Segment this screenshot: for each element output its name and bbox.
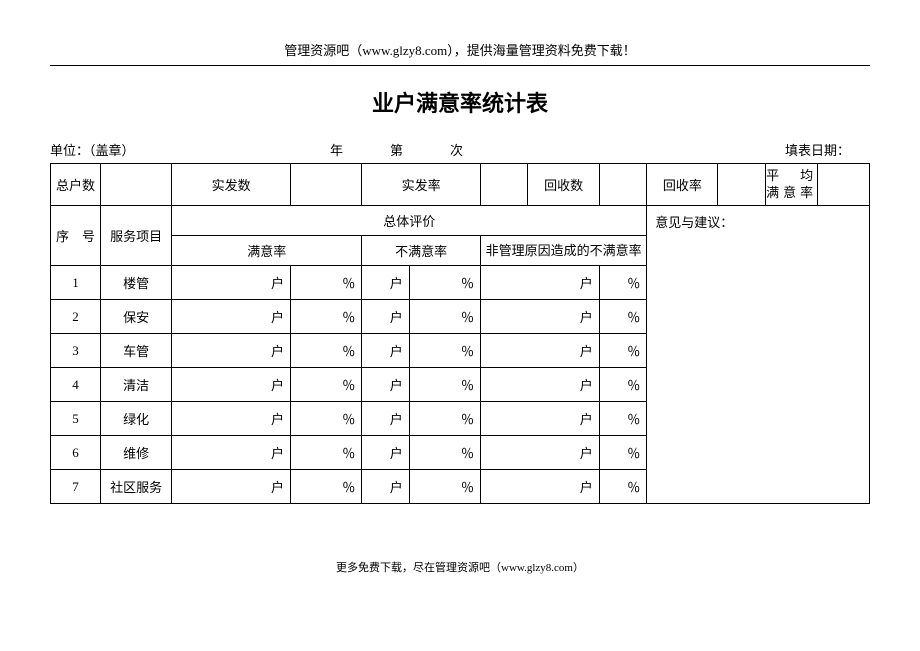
unsatisfy-pct: ％ xyxy=(409,402,480,436)
unsatisfy-pct: ％ xyxy=(409,470,480,504)
total-households-label: 总户数 xyxy=(51,164,101,206)
nonmgmt-hu: 户 xyxy=(480,368,599,402)
avg-satisfaction-value xyxy=(818,164,870,206)
satisfy-pct: ％ xyxy=(290,368,361,402)
sent-rate-value xyxy=(480,164,528,206)
col-unsatisfy: 不满意率 xyxy=(362,236,481,266)
row-no: 6 xyxy=(51,436,101,470)
satisfy-pct: ％ xyxy=(290,402,361,436)
col-overall: 总体评价 xyxy=(172,206,647,236)
row-service: 楼管 xyxy=(100,266,171,300)
row-no: 4 xyxy=(51,368,101,402)
row-service: 维修 xyxy=(100,436,171,470)
satisfaction-table: 总户数 实发数 实发率 回收数 回收率 平 均满意率 序 号 服务项目 总体评价… xyxy=(50,163,870,504)
satisfy-hu: 户 xyxy=(172,300,291,334)
unsatisfy-pct: ％ xyxy=(409,334,480,368)
col-suggestions: 意见与建议： xyxy=(647,206,870,504)
nonmgmt-pct: ％ xyxy=(599,470,647,504)
header-source-text: 管理资源吧（www.glzy8.com），提供海量管理资料免费下载！ xyxy=(50,40,870,59)
sent-count-value xyxy=(290,164,361,206)
recv-count-label: 回收数 xyxy=(528,164,599,206)
unsatisfy-hu: 户 xyxy=(362,334,410,368)
row-service: 车管 xyxy=(100,334,171,368)
nonmgmt-pct: ％ xyxy=(599,266,647,300)
satisfy-pct: ％ xyxy=(290,334,361,368)
col-service: 服务项目 xyxy=(100,206,171,266)
satisfy-hu: 户 xyxy=(172,470,291,504)
unsatisfy-hu: 户 xyxy=(362,368,410,402)
unsatisfy-pct: ％ xyxy=(409,368,480,402)
satisfy-hu: 户 xyxy=(172,402,291,436)
nonmgmt-pct: ％ xyxy=(599,368,647,402)
header-rule xyxy=(50,65,870,66)
page-title: 业户满意率统计表 xyxy=(50,86,870,118)
recv-count-value xyxy=(599,164,647,206)
satisfy-pct: ％ xyxy=(290,470,361,504)
unsatisfy-hu: 户 xyxy=(362,300,410,334)
total-households-value xyxy=(100,164,171,206)
recv-rate-value xyxy=(718,164,766,206)
satisfy-hu: 户 xyxy=(172,266,291,300)
nonmgmt-pct: ％ xyxy=(599,300,647,334)
nonmgmt-pct: ％ xyxy=(599,334,647,368)
row-service: 清洁 xyxy=(100,368,171,402)
unsatisfy-hu: 户 xyxy=(362,436,410,470)
row-no: 1 xyxy=(51,266,101,300)
satisfy-pct: ％ xyxy=(290,300,361,334)
unsatisfy-pct: ％ xyxy=(409,300,480,334)
col-non-mgmt: 非管理原因造成的不满意率 xyxy=(480,236,646,266)
row-service: 保安 xyxy=(100,300,171,334)
meta-row: 单位：（盖章） 年 第 次 填表日期： xyxy=(50,140,870,159)
row-no: 2 xyxy=(51,300,101,334)
sent-count-label: 实发数 xyxy=(172,164,291,206)
nonmgmt-hu: 户 xyxy=(480,436,599,470)
unsatisfy-hu: 户 xyxy=(362,470,410,504)
row-service: 绿化 xyxy=(100,402,171,436)
header-row-1: 序 号 服务项目 总体评价 意见与建议： xyxy=(51,206,870,236)
recv-rate-label: 回收率 xyxy=(647,164,718,206)
col-satisfy: 满意率 xyxy=(172,236,362,266)
satisfy-hu: 户 xyxy=(172,368,291,402)
satisfy-pct: ％ xyxy=(290,266,361,300)
unsatisfy-hu: 户 xyxy=(362,402,410,436)
row-no: 3 xyxy=(51,334,101,368)
summary-row: 总户数 实发数 实发率 回收数 回收率 平 均满意率 xyxy=(51,164,870,206)
unsatisfy-hu: 户 xyxy=(362,266,410,300)
sent-rate-label: 实发率 xyxy=(362,164,481,206)
nonmgmt-pct: ％ xyxy=(599,402,647,436)
unsatisfy-pct: ％ xyxy=(409,436,480,470)
satisfy-hu: 户 xyxy=(172,334,291,368)
meta-period: 年 第 次 xyxy=(330,140,590,159)
nonmgmt-pct: ％ xyxy=(599,436,647,470)
col-seq: 序 号 xyxy=(51,206,101,266)
satisfy-hu: 户 xyxy=(172,436,291,470)
nonmgmt-hu: 户 xyxy=(480,300,599,334)
satisfy-pct: ％ xyxy=(290,436,361,470)
footer-text: 更多免费下载，尽在管理资源吧（www.glzy8.com） xyxy=(50,559,870,575)
nonmgmt-hu: 户 xyxy=(480,266,599,300)
nonmgmt-hu: 户 xyxy=(480,334,599,368)
row-no: 5 xyxy=(51,402,101,436)
unsatisfy-pct: ％ xyxy=(409,266,480,300)
nonmgmt-hu: 户 xyxy=(480,470,599,504)
meta-date: 填表日期： xyxy=(590,140,870,159)
avg-satisfaction-label: 平 均满意率 xyxy=(765,164,817,206)
row-no: 7 xyxy=(51,470,101,504)
nonmgmt-hu: 户 xyxy=(480,402,599,436)
row-service: 社区服务 xyxy=(100,470,171,504)
meta-unit: 单位：（盖章） xyxy=(50,140,330,159)
